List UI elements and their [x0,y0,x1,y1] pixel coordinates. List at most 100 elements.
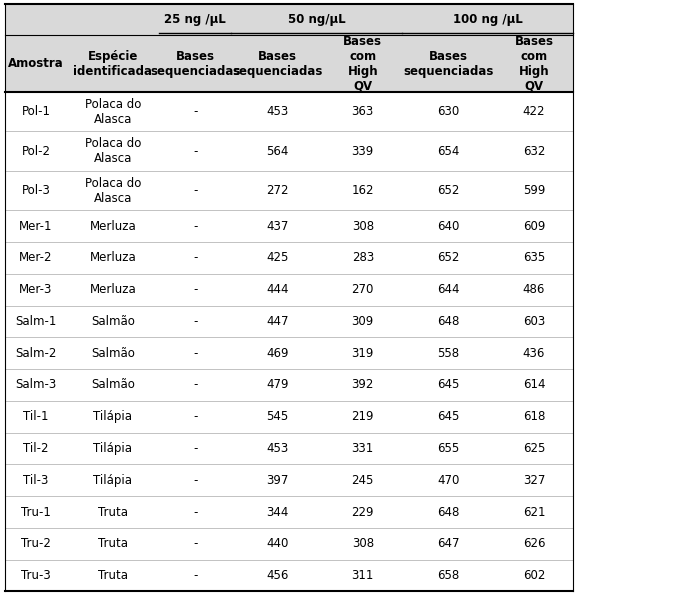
Text: 453: 453 [266,442,288,455]
Text: Bases
sequenciadas: Bases sequenciadas [403,49,493,77]
Text: 603: 603 [523,315,545,328]
Text: Merluza: Merluza [90,219,136,233]
Bar [5,131,574,171]
Text: Polaca do
Alasca: Polaca do Alasca [85,176,141,204]
Text: 50 ng/µL: 50 ng/µL [287,13,346,26]
Text: -: - [193,569,198,582]
Text: Pol-1: Pol-1 [21,105,50,119]
Text: -: - [193,379,198,392]
Text: 599: 599 [522,184,545,197]
Text: -: - [193,474,198,487]
Bar [5,369,574,401]
Text: -: - [193,252,198,264]
Text: 437: 437 [266,219,288,233]
Text: 397: 397 [266,474,288,487]
Text: 645: 645 [437,410,460,423]
Text: Til-1: Til-1 [23,410,48,423]
Bar [5,337,574,369]
Text: 658: 658 [437,569,460,582]
Text: Salmão: Salmão [91,347,135,360]
Text: 272: 272 [266,184,288,197]
Text: 469: 469 [266,347,288,360]
Text: 229: 229 [352,506,374,519]
Bar [5,274,574,306]
Text: 456: 456 [266,569,288,582]
Text: 309: 309 [352,315,374,328]
Text: Salm-2: Salm-2 [15,347,57,360]
Text: Salmão: Salmão [91,379,135,392]
Text: Tru-1: Tru-1 [21,506,51,519]
Text: Til-2: Til-2 [23,442,48,455]
Text: 270: 270 [352,283,374,296]
Text: 635: 635 [523,252,545,264]
Text: -: - [193,315,198,328]
Text: -: - [193,537,198,550]
Bar [5,496,574,528]
Text: Truta: Truta [98,506,128,519]
Text: Salm-3: Salm-3 [15,379,57,392]
Text: -: - [193,442,198,455]
Text: 602: 602 [522,569,545,582]
Text: 331: 331 [352,442,374,455]
Text: 308: 308 [352,537,374,550]
Text: 645: 645 [437,379,460,392]
Text: 545: 545 [266,410,288,423]
Text: Polaca do
Alasca: Polaca do Alasca [85,98,141,126]
Text: Truta: Truta [98,569,128,582]
Bar [5,92,574,131]
Text: 327: 327 [522,474,545,487]
Text: Salm-1: Salm-1 [15,315,57,328]
Text: 621: 621 [522,506,545,519]
Bar [5,528,574,560]
Text: Bases
sequenciadas: Bases sequenciadas [150,49,240,77]
Text: Pol-2: Pol-2 [21,145,50,157]
Text: 630: 630 [437,105,460,119]
Text: Amostra: Amostra [8,57,64,70]
Text: 440: 440 [266,537,288,550]
Bar [5,35,574,92]
Text: -: - [193,347,198,360]
Text: 652: 652 [437,252,460,264]
Bar [5,242,574,274]
Text: 425: 425 [266,252,288,264]
Text: 344: 344 [266,506,288,519]
Text: 470: 470 [437,474,460,487]
Text: 422: 422 [522,105,545,119]
Text: Salmão: Salmão [91,315,135,328]
Text: 652: 652 [437,184,460,197]
Text: 444: 444 [266,283,288,296]
Text: 245: 245 [352,474,374,487]
Text: 319: 319 [352,347,374,360]
Bar [5,4,574,35]
Text: 632: 632 [522,145,545,157]
Bar [5,171,574,210]
Bar [5,433,574,465]
Text: 392: 392 [352,379,374,392]
Text: 644: 644 [437,283,460,296]
Text: -: - [193,105,198,119]
Text: Pol-3: Pol-3 [21,184,50,197]
Text: Truta: Truta [98,537,128,550]
Text: Mer-2: Mer-2 [19,252,53,264]
Text: 363: 363 [352,105,374,119]
Text: 162: 162 [352,184,374,197]
Text: 283: 283 [352,252,374,264]
Bar [5,401,574,433]
Text: Bases
sequenciadas: Bases sequenciadas [232,49,323,77]
Text: 219: 219 [352,410,374,423]
Text: 640: 640 [437,219,460,233]
Text: 609: 609 [522,219,545,233]
Text: -: - [193,283,198,296]
Bar [5,465,574,496]
Text: -: - [193,219,198,233]
Text: 558: 558 [437,347,460,360]
Text: Til-3: Til-3 [23,474,48,487]
Text: 453: 453 [266,105,288,119]
Bar [5,210,574,242]
Text: Mer-1: Mer-1 [19,219,53,233]
Text: Tilápia: Tilápia [93,410,133,423]
Text: 654: 654 [437,145,460,157]
Text: 339: 339 [352,145,374,157]
Text: 486: 486 [522,283,545,296]
Text: 648: 648 [437,506,460,519]
